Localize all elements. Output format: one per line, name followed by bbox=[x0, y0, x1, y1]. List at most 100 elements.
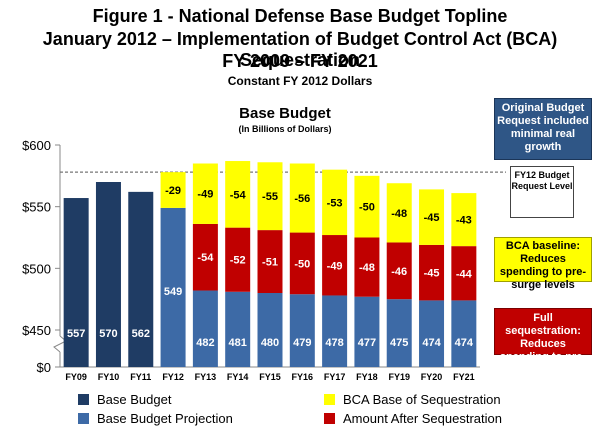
bar-sequestration bbox=[257, 230, 283, 293]
legend-label-sequestration: Amount After Sequestration bbox=[343, 411, 502, 426]
callout-bca-baseline: BCA baseline: Reduces spending to pre-su… bbox=[494, 237, 592, 291]
legend-item-projection: Base Budget Projection bbox=[78, 411, 233, 426]
x-tick-label: FY19 bbox=[388, 372, 410, 382]
legend-item-bca-base: BCA Base of Sequestration bbox=[324, 392, 501, 407]
data-label: 549 bbox=[164, 286, 182, 298]
x-tick-label: FY20 bbox=[421, 372, 443, 382]
chart-title: Base Budget bbox=[239, 105, 331, 122]
figure-title-line3: FY 2009 – FY 2021 bbox=[222, 51, 378, 71]
bar-base-budget bbox=[95, 182, 121, 367]
data-label: 479 bbox=[293, 337, 311, 349]
data-label: 482 bbox=[196, 337, 214, 349]
bar-sequestration bbox=[451, 246, 477, 301]
bar-sequestration bbox=[192, 223, 218, 291]
bar-sequestration bbox=[354, 237, 380, 297]
bar-bca-base bbox=[160, 172, 186, 208]
x-tick-label: FY11 bbox=[130, 372, 151, 382]
bar-projection bbox=[192, 290, 218, 367]
x-tick-label: FY15 bbox=[259, 372, 281, 382]
y-tick-label: $600 bbox=[22, 138, 51, 153]
bar-bca-base bbox=[354, 175, 380, 238]
data-label: -56 bbox=[294, 193, 310, 205]
bar-projection bbox=[160, 207, 186, 367]
data-label: 480 bbox=[261, 337, 279, 349]
x-tick-label: FY09 bbox=[65, 372, 87, 382]
x-tick-label: FY16 bbox=[292, 372, 314, 382]
x-tick-label: FY13 bbox=[195, 372, 217, 382]
x-tick-label: FY14 bbox=[227, 372, 249, 382]
data-label: 475 bbox=[390, 337, 408, 349]
bar-bca-base bbox=[419, 189, 445, 245]
bar-sequestration bbox=[322, 235, 348, 296]
x-tick-label: FY18 bbox=[356, 372, 378, 382]
data-label: -49 bbox=[327, 260, 343, 272]
bar-bca-base bbox=[257, 162, 283, 231]
x-tick-label: FY12 bbox=[162, 372, 184, 382]
figure-title: Figure 1 - National Defense Base Budget … bbox=[92, 6, 508, 26]
data-label: -54 bbox=[197, 252, 214, 264]
data-label: 562 bbox=[132, 328, 150, 340]
data-label: -43 bbox=[456, 215, 472, 227]
bar-bca-base bbox=[225, 161, 251, 228]
data-label: -48 bbox=[391, 208, 407, 220]
data-label: 474 bbox=[455, 337, 474, 349]
data-label: -45 bbox=[424, 268, 440, 280]
bar-projection bbox=[386, 299, 412, 367]
bar-projection bbox=[225, 291, 251, 367]
legend-item-sequestration: Amount After Sequestration bbox=[324, 411, 502, 426]
data-label: 570 bbox=[99, 328, 117, 340]
bar-sequestration bbox=[386, 242, 412, 300]
bar-bca-base bbox=[289, 163, 315, 233]
chart-bars bbox=[63, 161, 477, 367]
data-label: -53 bbox=[327, 197, 343, 209]
data-label: -51 bbox=[262, 257, 278, 269]
y-tick-label: $450 bbox=[22, 323, 51, 338]
bar-projection bbox=[322, 295, 348, 367]
data-label: -45 bbox=[424, 212, 440, 224]
data-label: 478 bbox=[325, 337, 343, 349]
x-tick-label: FY10 bbox=[98, 372, 120, 382]
legend-label-projection: Base Budget Projection bbox=[97, 411, 233, 426]
bar-base-budget bbox=[128, 191, 154, 367]
bar-sequestration bbox=[225, 227, 251, 292]
bar-projection bbox=[257, 293, 283, 367]
figure-subtitle: Constant FY 2012 Dollars bbox=[227, 74, 373, 88]
legend-swatch-sequestration bbox=[324, 413, 335, 424]
y-tick-label: $550 bbox=[22, 200, 51, 215]
x-tick-label: FY21 bbox=[453, 372, 475, 382]
y-tick-label: $500 bbox=[22, 261, 51, 276]
bar-sequestration bbox=[419, 244, 445, 301]
legend-item-base-budget: Base Budget bbox=[78, 392, 171, 407]
legend-swatch-base-budget bbox=[78, 394, 89, 405]
data-label: -54 bbox=[230, 189, 247, 201]
data-label: -50 bbox=[359, 202, 375, 214]
callout-full-sequestration: Full sequestration: Reduces spending to … bbox=[494, 308, 592, 376]
data-label: -29 bbox=[165, 185, 181, 197]
data-label: -55 bbox=[262, 191, 278, 203]
x-tick-label: FY17 bbox=[324, 372, 346, 382]
data-label: -44 bbox=[456, 268, 473, 280]
bar-projection bbox=[354, 296, 380, 367]
chart-subtitle: (In Billions of Dollars) bbox=[238, 124, 331, 134]
legend-label-base-budget: Base Budget bbox=[97, 392, 172, 407]
bar-base-budget bbox=[63, 198, 89, 367]
bar-bca-base bbox=[451, 193, 477, 247]
legend-swatch-projection bbox=[78, 413, 89, 424]
callout-fy12-request-level: FY12 Budget Request Level bbox=[510, 166, 574, 218]
data-label: 481 bbox=[229, 337, 247, 349]
data-label: -50 bbox=[294, 258, 310, 270]
data-label: 557 bbox=[67, 328, 85, 340]
figure-title-line2: January 2012 – Implementation of Budget … bbox=[42, 29, 558, 70]
data-label: -52 bbox=[230, 255, 246, 267]
data-label: 474 bbox=[422, 337, 441, 349]
bar-bca-base bbox=[322, 169, 348, 236]
axis-break-mark bbox=[53, 335, 67, 353]
bar-sequestration bbox=[289, 232, 315, 295]
y-tick-label: $0 bbox=[37, 360, 51, 375]
legend-swatch-bca-base bbox=[324, 394, 335, 405]
data-label: -48 bbox=[359, 262, 375, 274]
bar-projection bbox=[419, 300, 445, 367]
bar-bca-base bbox=[386, 183, 412, 243]
callout-original-request: Original Budget Request included minimal… bbox=[494, 98, 592, 160]
